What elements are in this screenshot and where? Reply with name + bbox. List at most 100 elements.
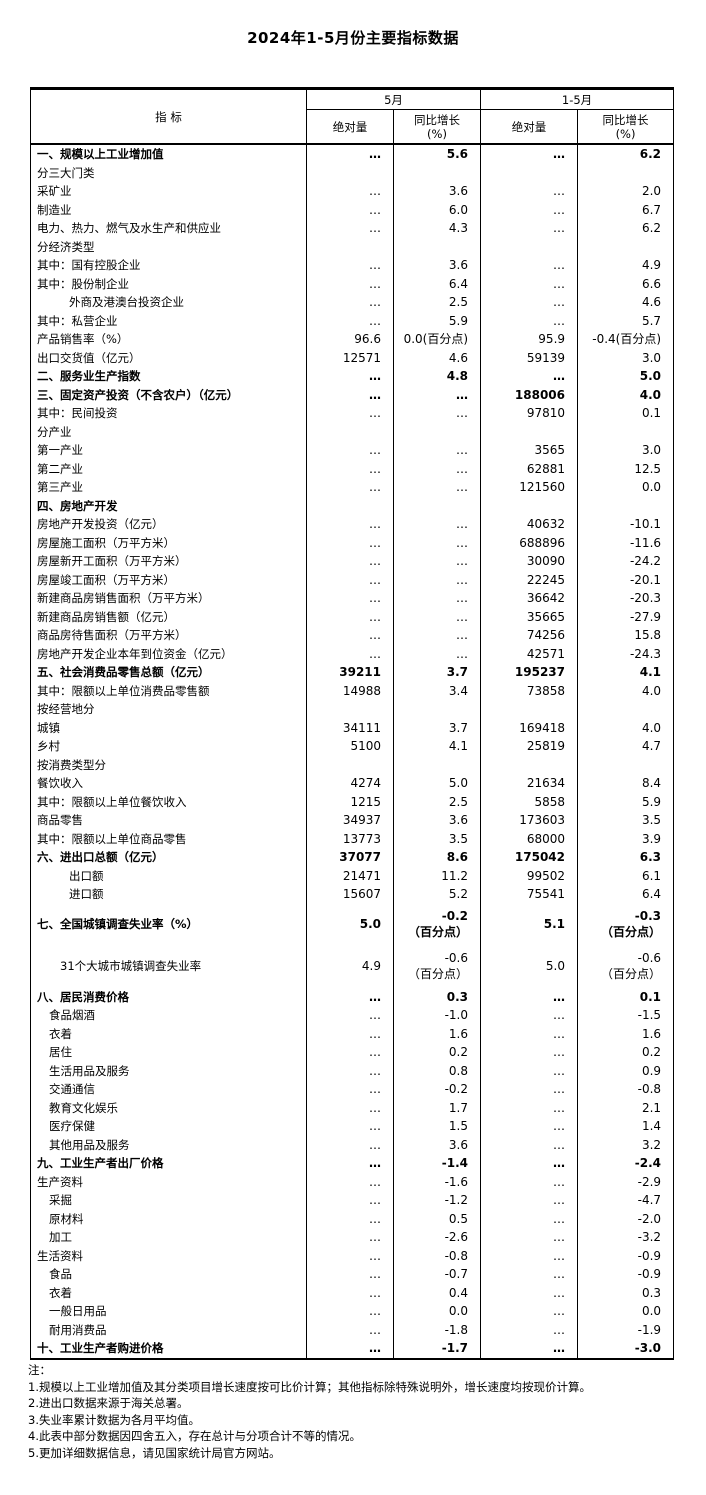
value-cell: 5.2 [392, 885, 481, 904]
indicator-label: 进口额 [69, 887, 104, 901]
value-cell: 0.2 [392, 1043, 481, 1062]
value-cell: … [306, 607, 394, 626]
value-cell: -3.2 [577, 1228, 674, 1247]
footnote-item: 3.失业率累计数据为各月平均值。 [28, 1412, 200, 1427]
value-cell: 40632 [480, 515, 578, 534]
value-cell: -0.8 [577, 1080, 674, 1099]
indicators-table: 指 标 5月 1-5月 绝对量 同比增长 (%) 绝对量 同比增长 (%) 一、… [30, 87, 675, 1360]
value-cell: 73858 [480, 681, 578, 700]
table-row: 原材料… 0.5… -2.0 [31, 1209, 674, 1228]
value-cell: 0.1 [577, 404, 674, 423]
value-cell: -24.2 [577, 552, 674, 571]
table-row: 按消费类型分 [31, 755, 674, 774]
value-cell: 2.5 [392, 792, 481, 811]
value-cell [577, 496, 674, 515]
value-cell: … [480, 1302, 578, 1321]
value-cell: … [306, 478, 394, 497]
value-cell [480, 422, 578, 441]
value-cell: 42571 [480, 644, 578, 663]
indicator-label: 房屋新开工面积（万平方米） [37, 554, 187, 568]
value-cell: 8.6 [392, 848, 481, 867]
value-cell: … [480, 1024, 578, 1043]
value-cell: 5.0 [306, 903, 394, 946]
table-row: 31个大城市城镇调查失业率 4.9 -0.6 （百分点） 5.0 -0.6 （百分点） [31, 945, 674, 988]
value-cell: … [306, 533, 394, 552]
value-cell: … [480, 200, 578, 219]
value-cell: 0.0(百分点) [392, 330, 481, 349]
table-row: 商品零售 34937 3.6 173603 3.5 [31, 811, 674, 830]
value-cell: … [306, 219, 394, 238]
value-cell: -1.2 [392, 1191, 481, 1210]
value-cell: … [306, 1006, 394, 1025]
value-cell: -0.6 （百分点） [577, 945, 674, 988]
value-cell: … [392, 607, 481, 626]
indicator-label: 制造业 [37, 202, 72, 217]
value-cell: 3.6 [392, 256, 481, 275]
table-row: 四、房地产开发 [31, 496, 674, 515]
value-cell: 4.3 [392, 219, 481, 238]
value-cell: 75541 [480, 885, 578, 904]
col-header-cum-yoy: 同比增长 (%) [577, 109, 674, 145]
indicator-label: 衣着 [49, 1285, 72, 1300]
value-cell: … [306, 644, 394, 663]
value-cell: 6.4 [577, 885, 674, 904]
value-cell: 6.2 [577, 219, 674, 238]
value-cell: 11.2 [392, 866, 481, 885]
value-cell: 6.2 [577, 144, 674, 164]
value-cell: 30090 [480, 552, 578, 571]
indicator-label: 商品零售 [37, 813, 83, 827]
value-cell: … [392, 552, 481, 571]
value-cell: … [480, 1117, 578, 1136]
indicator-label: 九、工业生产者出厂价格 [37, 1156, 164, 1170]
indicator-label: 房屋竣工面积（万平方米） [37, 572, 175, 587]
indicator-label: 交通通信 [49, 1082, 95, 1096]
indicator-label: 其中：限额以上单位商品零售 [37, 831, 187, 846]
footnotes: 注： 1.规模以上工业增加值及其分类项目增长速度按可比价计算；其他指标除特殊说明… [28, 1362, 690, 1461]
value-cell [306, 163, 394, 182]
table-row: 生活资料… -0.8… -0.9 [31, 1246, 674, 1265]
table-row: 采矿业… 3.6… 2.0 [31, 182, 674, 201]
footnote-item: 2.进出口数据来源于海关总署。 [28, 1396, 189, 1410]
value-cell: 15.8 [577, 626, 674, 645]
value-cell: -27.9 [577, 607, 674, 626]
value-cell: … [480, 256, 578, 275]
value-cell: 34937 [306, 811, 394, 830]
value-cell: 3.7 [392, 718, 481, 737]
table-row: 电力、热力、燃气及水生产和供应业… 4.3… 6.2 [31, 219, 674, 238]
value-cell: 4.1 [577, 663, 674, 682]
value-cell: -1.7 [392, 1339, 481, 1359]
indicator-label: 其他用品及服务 [49, 1137, 130, 1152]
value-cell: 12.5 [577, 459, 674, 478]
value-cell [577, 700, 674, 719]
indicator-label: 第二产业 [37, 461, 83, 476]
value-cell: 3.6 [392, 182, 481, 201]
value-cell: 3.9 [577, 829, 674, 848]
value-cell: 173603 [480, 811, 578, 830]
table-row: 分产业 [31, 422, 674, 441]
indicator-label: 其中：私营企业 [37, 313, 118, 328]
value-cell: … [306, 1117, 394, 1136]
value-cell: … [480, 1154, 578, 1173]
value-cell [480, 755, 578, 774]
value-cell: -0.6 （百分点） [392, 945, 481, 988]
value-cell: 4.8 [392, 367, 481, 386]
table-row: 其中：私营企业… 5.9… 5.7 [31, 311, 674, 330]
table-row: 第三产业…… 121560 0.0 [31, 478, 674, 497]
indicator-label: 产品销售率（%） [37, 332, 129, 346]
value-cell: … [306, 1246, 394, 1265]
table-row: 进口额 15607 5.2 75541 6.4 [31, 885, 674, 904]
indicator-label: 采矿业 [37, 184, 72, 198]
value-cell: 13773 [306, 829, 394, 848]
value-cell: … [480, 1098, 578, 1117]
value-cell: … [392, 626, 481, 645]
indicator-label: 七、全国城镇调查失业率（%） [37, 916, 199, 931]
yoy-label: 同比增长 [602, 112, 649, 127]
col-header-jan-to-may: 1-5月 [480, 88, 674, 110]
indicator-label: 生活用品及服务 [49, 1063, 130, 1078]
value-cell: 0.3 [392, 987, 481, 1006]
value-cell: … [306, 1098, 394, 1117]
col-header-indicator: 指 标 [30, 88, 307, 145]
value-cell: 3.0 [577, 348, 674, 367]
indicator-label: 一般日用品 [49, 1304, 107, 1318]
table-row: 交通通信… -0.2… -0.8 [31, 1080, 674, 1099]
